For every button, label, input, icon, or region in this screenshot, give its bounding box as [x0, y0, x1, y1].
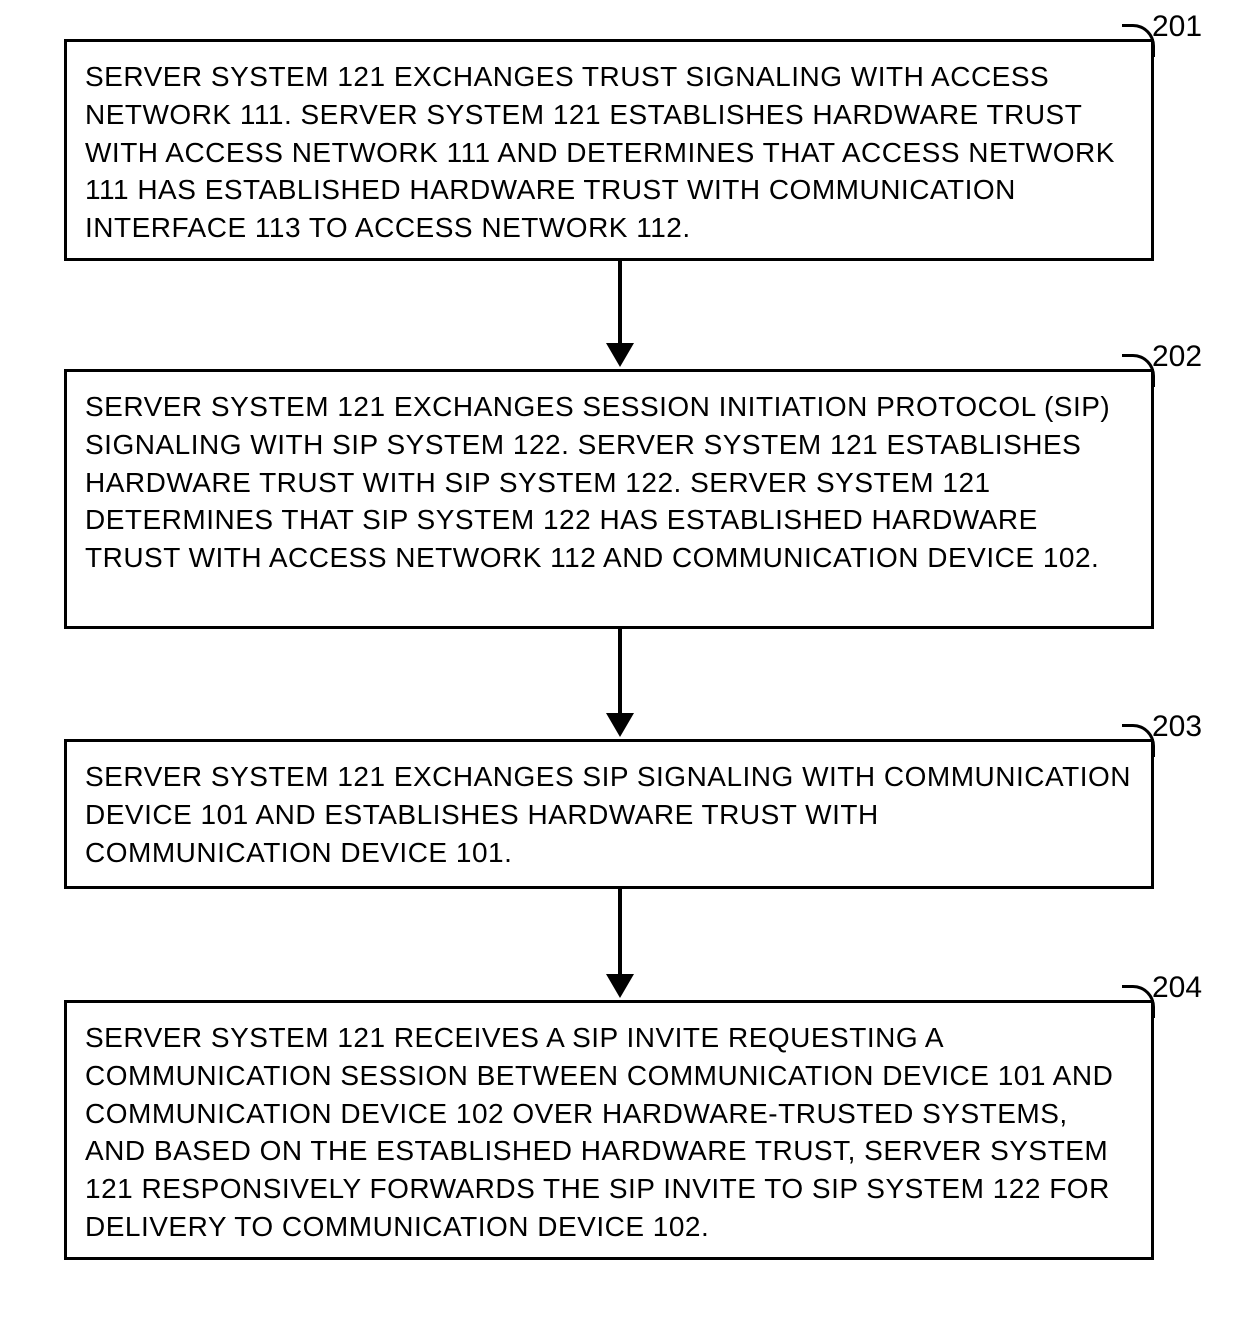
arrow-line	[618, 629, 622, 713]
flow-step-203: SERVER SYSTEM 121 EXCHANGES SIP SIGNALIN…	[64, 739, 1154, 889]
step-label-group-202: 202	[1152, 340, 1202, 374]
flow-step-201: SERVER SYSTEM 121 EXCHANGES TRUST SIGNAL…	[64, 39, 1154, 261]
flow-step-text: SERVER SYSTEM 121 EXCHANGES SIP SIGNALIN…	[85, 758, 1133, 871]
arrow-line	[618, 261, 622, 343]
arrow-down-icon	[606, 343, 634, 367]
label-hook-icon	[1122, 724, 1155, 757]
flowchart-container: SERVER SYSTEM 121 EXCHANGES TRUST SIGNAL…	[0, 0, 1240, 1337]
flow-step-text: SERVER SYSTEM 121 EXCHANGES SESSION INIT…	[85, 388, 1133, 577]
flow-step-202: SERVER SYSTEM 121 EXCHANGES SESSION INIT…	[64, 369, 1154, 629]
step-label-group-201: 201	[1152, 10, 1202, 44]
flow-step-text: SERVER SYSTEM 121 EXCHANGES TRUST SIGNAL…	[85, 58, 1133, 247]
step-label-number: 201	[1152, 10, 1202, 43]
arrow-down-icon	[606, 713, 634, 737]
flow-step-text: SERVER SYSTEM 121 RECEIVES A SIP INVITE …	[85, 1019, 1133, 1246]
step-label-number: 203	[1152, 710, 1202, 743]
step-label-group-203: 203	[1152, 710, 1202, 744]
step-label-number: 204	[1152, 971, 1202, 1004]
step-label-group-204: 204	[1152, 971, 1202, 1005]
flow-step-204: SERVER SYSTEM 121 RECEIVES A SIP INVITE …	[64, 1000, 1154, 1260]
label-hook-icon	[1122, 354, 1155, 387]
arrow-line	[618, 889, 622, 974]
step-label-number: 202	[1152, 340, 1202, 373]
label-hook-icon	[1122, 985, 1155, 1018]
arrow-down-icon	[606, 974, 634, 998]
label-hook-icon	[1122, 24, 1155, 57]
